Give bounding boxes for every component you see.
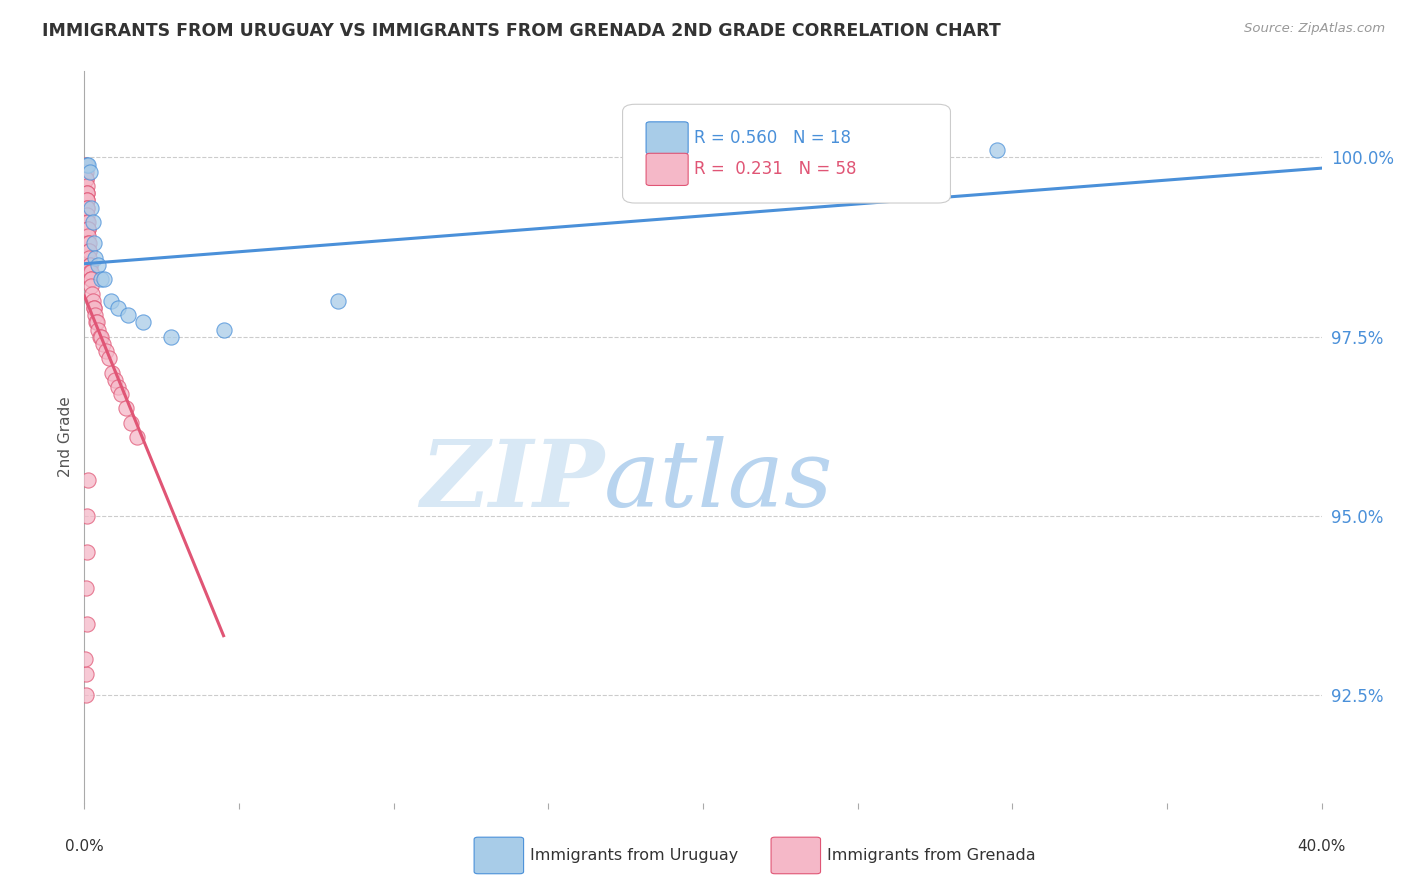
- Point: [75, 165, 97, 179]
- Point: [125, 430, 148, 444]
- Text: IMMIGRANTS FROM URUGUAY VS IMMIGRANTS FROM GRENADA 2ND GRADE CORRELATION CHART: IMMIGRANTS FROM URUGUAY VS IMMIGRANTS FR…: [42, 22, 1001, 40]
- Point: [76, 215, 98, 229]
- Point: [107, 380, 129, 394]
- Point: [76, 616, 98, 631]
- Point: [76, 508, 98, 523]
- Point: [76, 179, 98, 194]
- Point: [77, 244, 100, 258]
- Point: [79, 265, 101, 279]
- Point: [90, 272, 112, 286]
- Point: [75, 165, 97, 179]
- Point: [101, 366, 124, 380]
- Point: [80, 279, 103, 293]
- Point: [115, 401, 138, 416]
- Point: [84, 308, 107, 322]
- Point: [76, 194, 98, 208]
- Point: [77, 229, 100, 244]
- Text: ZIP: ZIP: [420, 436, 605, 526]
- Point: [117, 308, 139, 322]
- Point: [87, 258, 110, 272]
- Point: [75, 652, 97, 666]
- Point: [80, 272, 103, 286]
- Text: R = 0.560   N = 18: R = 0.560 N = 18: [695, 129, 852, 147]
- Y-axis label: 2nd Grade: 2nd Grade: [58, 397, 73, 477]
- Point: [76, 186, 98, 201]
- Text: atlas: atlas: [605, 436, 834, 526]
- Point: [76, 158, 98, 172]
- Point: [84, 315, 107, 329]
- Point: [77, 236, 100, 251]
- Text: R =  0.231   N = 58: R = 0.231 N = 58: [695, 161, 856, 178]
- FancyBboxPatch shape: [474, 838, 523, 874]
- Point: [79, 265, 101, 279]
- Point: [77, 473, 100, 487]
- FancyBboxPatch shape: [623, 104, 950, 203]
- Point: [104, 373, 127, 387]
- Point: [326, 293, 349, 308]
- Point: [76, 186, 98, 201]
- Point: [77, 222, 100, 236]
- Point: [107, 301, 129, 315]
- Point: [76, 545, 98, 559]
- Point: [75, 666, 97, 681]
- Point: [89, 329, 111, 343]
- Point: [75, 172, 97, 186]
- Point: [76, 201, 98, 215]
- Point: [76, 208, 98, 222]
- Point: [83, 236, 105, 251]
- Point: [84, 251, 107, 265]
- Point: [91, 336, 114, 351]
- Point: [82, 215, 104, 229]
- FancyBboxPatch shape: [770, 838, 821, 874]
- Point: [79, 165, 101, 179]
- Point: [75, 581, 97, 595]
- Point: [110, 387, 132, 401]
- Point: [82, 286, 104, 301]
- Point: [986, 143, 1008, 157]
- Point: [77, 244, 100, 258]
- Point: [75, 172, 97, 186]
- Text: Source: ZipAtlas.com: Source: ZipAtlas.com: [1244, 22, 1385, 36]
- Point: [160, 329, 183, 343]
- Text: Immigrants from Grenada: Immigrants from Grenada: [827, 848, 1035, 863]
- Point: [77, 236, 100, 251]
- Point: [76, 194, 98, 208]
- Point: [100, 293, 122, 308]
- FancyBboxPatch shape: [647, 122, 688, 154]
- Text: 0.0%: 0.0%: [65, 838, 104, 854]
- Point: [79, 258, 101, 272]
- Point: [76, 222, 98, 236]
- Point: [79, 258, 101, 272]
- Point: [132, 315, 155, 329]
- Point: [73, 158, 96, 172]
- Point: [83, 301, 105, 315]
- Text: 40.0%: 40.0%: [1298, 838, 1346, 854]
- Point: [75, 688, 97, 702]
- Point: [76, 215, 98, 229]
- Point: [77, 158, 100, 172]
- Point: [94, 344, 117, 359]
- Point: [93, 272, 115, 286]
- Point: [86, 315, 108, 329]
- Point: [83, 301, 105, 315]
- Point: [80, 201, 103, 215]
- Point: [76, 201, 98, 215]
- Point: [98, 351, 121, 366]
- Point: [82, 293, 104, 308]
- Point: [212, 322, 235, 336]
- Point: [87, 322, 110, 336]
- Point: [80, 272, 103, 286]
- Point: [90, 329, 112, 343]
- FancyBboxPatch shape: [647, 153, 688, 186]
- Point: [120, 416, 142, 430]
- Point: [79, 251, 101, 265]
- Text: Immigrants from Uruguay: Immigrants from Uruguay: [530, 848, 738, 863]
